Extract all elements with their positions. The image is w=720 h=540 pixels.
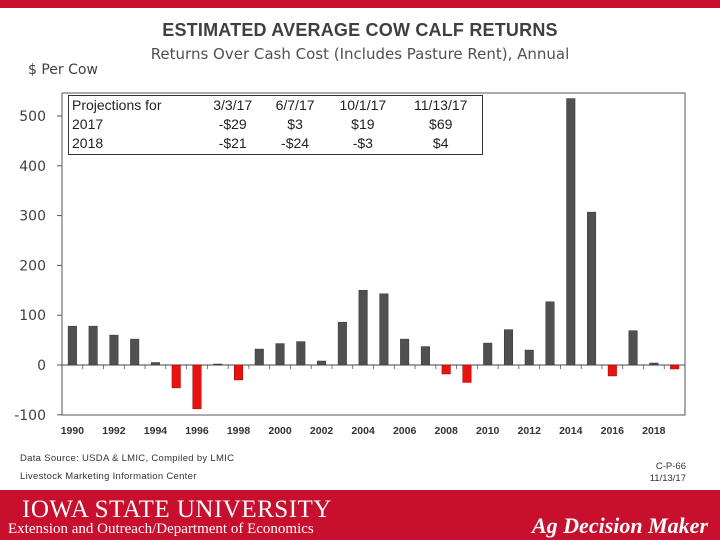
lmic-credit: Livestock Marketing Information Center xyxy=(20,471,197,482)
x-tick-label: 2002 xyxy=(310,425,334,437)
ag-decision-maker-brand: Ag Decision Maker xyxy=(532,513,708,538)
bar-2018 xyxy=(649,362,659,366)
bar-2007 xyxy=(420,346,430,366)
chart-code-id: C-P-66 xyxy=(655,461,686,472)
bar-1999 xyxy=(254,348,264,366)
x-tick-label: 2000 xyxy=(268,425,292,437)
projection-value: -$3 xyxy=(352,135,373,151)
y-tick-label: 100 xyxy=(19,308,46,324)
projection-value: $4 xyxy=(432,135,449,151)
top-accent-bar xyxy=(0,0,720,8)
projection-value: $69 xyxy=(429,116,453,132)
chart-code: C-P-66 11/13/17 xyxy=(650,461,686,485)
y-tick-label: 300 xyxy=(19,209,46,225)
bar-2017 xyxy=(628,330,638,366)
projections-label: Projections for xyxy=(72,97,162,113)
projections-header-row: Projections for 3/3/17 6/7/17 10/1/17 11… xyxy=(69,96,482,115)
y-axis-unit-label: $ Per Cow xyxy=(28,62,98,78)
bar-1995 xyxy=(171,364,181,389)
bar-2011 xyxy=(503,329,513,366)
bar-2006 xyxy=(400,338,410,366)
projection-year: 2017 xyxy=(72,116,104,132)
y-tick-label: 400 xyxy=(19,159,46,175)
bar-2009 xyxy=(462,364,472,383)
y-tick-label: 200 xyxy=(19,258,46,274)
bar-2019 xyxy=(670,364,680,370)
projection-date: 11/13/17 xyxy=(413,97,468,113)
y-tick-label: 0 xyxy=(37,358,46,374)
projection-value: $19 xyxy=(351,116,375,132)
x-tick-label: 2018 xyxy=(642,425,666,437)
projection-date: 6/7/17 xyxy=(275,97,315,113)
bar-2010 xyxy=(483,342,493,366)
x-tick-label: 2006 xyxy=(393,425,417,437)
x-tick-label: 2004 xyxy=(351,425,375,437)
bar-2012 xyxy=(524,349,534,366)
bar-1997 xyxy=(213,363,223,366)
x-tick-label: 2010 xyxy=(476,425,500,437)
bar-2014 xyxy=(566,98,576,366)
bar-2003 xyxy=(337,321,347,366)
x-tick-label: 1994 xyxy=(144,425,168,437)
extension-department: Extension and Outreach/Department of Eco… xyxy=(8,521,314,537)
bar-2001 xyxy=(296,341,306,366)
y-tick-label: -100 xyxy=(14,408,46,424)
projection-value: -$24 xyxy=(281,135,310,151)
footer-banner xyxy=(0,490,720,540)
bar-2005 xyxy=(379,293,389,366)
projection-value: -$29 xyxy=(218,116,247,132)
bar-2013 xyxy=(545,301,555,366)
data-source-note: Data Source: USDA & LMIC, Compiled by LM… xyxy=(20,453,235,464)
projection-year: 2018 xyxy=(72,135,104,151)
bar-2016 xyxy=(607,364,617,377)
x-tick-label: 2012 xyxy=(518,425,542,437)
bar-2000 xyxy=(275,343,285,366)
projection-value: $3 xyxy=(287,116,303,132)
y-tick-label: 500 xyxy=(19,109,46,125)
iowa-state-logo: IOWA STATE UNIVERSITY xyxy=(22,496,332,523)
projection-date: 3/3/17 xyxy=(213,97,253,113)
x-tick-label: 2016 xyxy=(601,425,625,437)
x-tick-label: 1996 xyxy=(185,425,209,437)
bar-1996 xyxy=(192,364,202,410)
projection-value: -$21 xyxy=(218,135,247,151)
x-tick-label: 1998 xyxy=(227,425,251,437)
bar-2004 xyxy=(358,290,368,366)
bar-1994 xyxy=(150,362,160,366)
chart-subtitle: Returns Over Cash Cost (Includes Pasture… xyxy=(150,45,570,63)
bar-2002 xyxy=(317,360,327,366)
bar-1993 xyxy=(130,338,140,366)
bar-1990 xyxy=(67,325,77,366)
chart-code-date: 11/13/17 xyxy=(649,473,686,484)
bar-2015 xyxy=(587,211,597,366)
x-tick-label: 2008 xyxy=(435,425,459,437)
bar-1992 xyxy=(109,334,119,366)
x-tick-label: 1990 xyxy=(61,425,85,437)
projections-row-2017: 2017 -$29 $3 $19 $69 xyxy=(69,115,482,134)
projections-table: Projections for 3/3/17 6/7/17 10/1/17 11… xyxy=(68,95,483,155)
bar-1998 xyxy=(234,364,244,381)
x-tick-label: 1992 xyxy=(102,425,126,437)
bar-1991 xyxy=(88,325,98,366)
chart-title: ESTIMATED AVERAGE COW CALF RETURNS xyxy=(162,20,558,40)
bar-2008 xyxy=(441,364,451,375)
x-tick-label: 2014 xyxy=(559,425,583,437)
projection-date: 10/1/17 xyxy=(339,97,387,113)
projections-row-2018: 2018 -$21 -$24 -$3 $4 xyxy=(69,134,482,153)
